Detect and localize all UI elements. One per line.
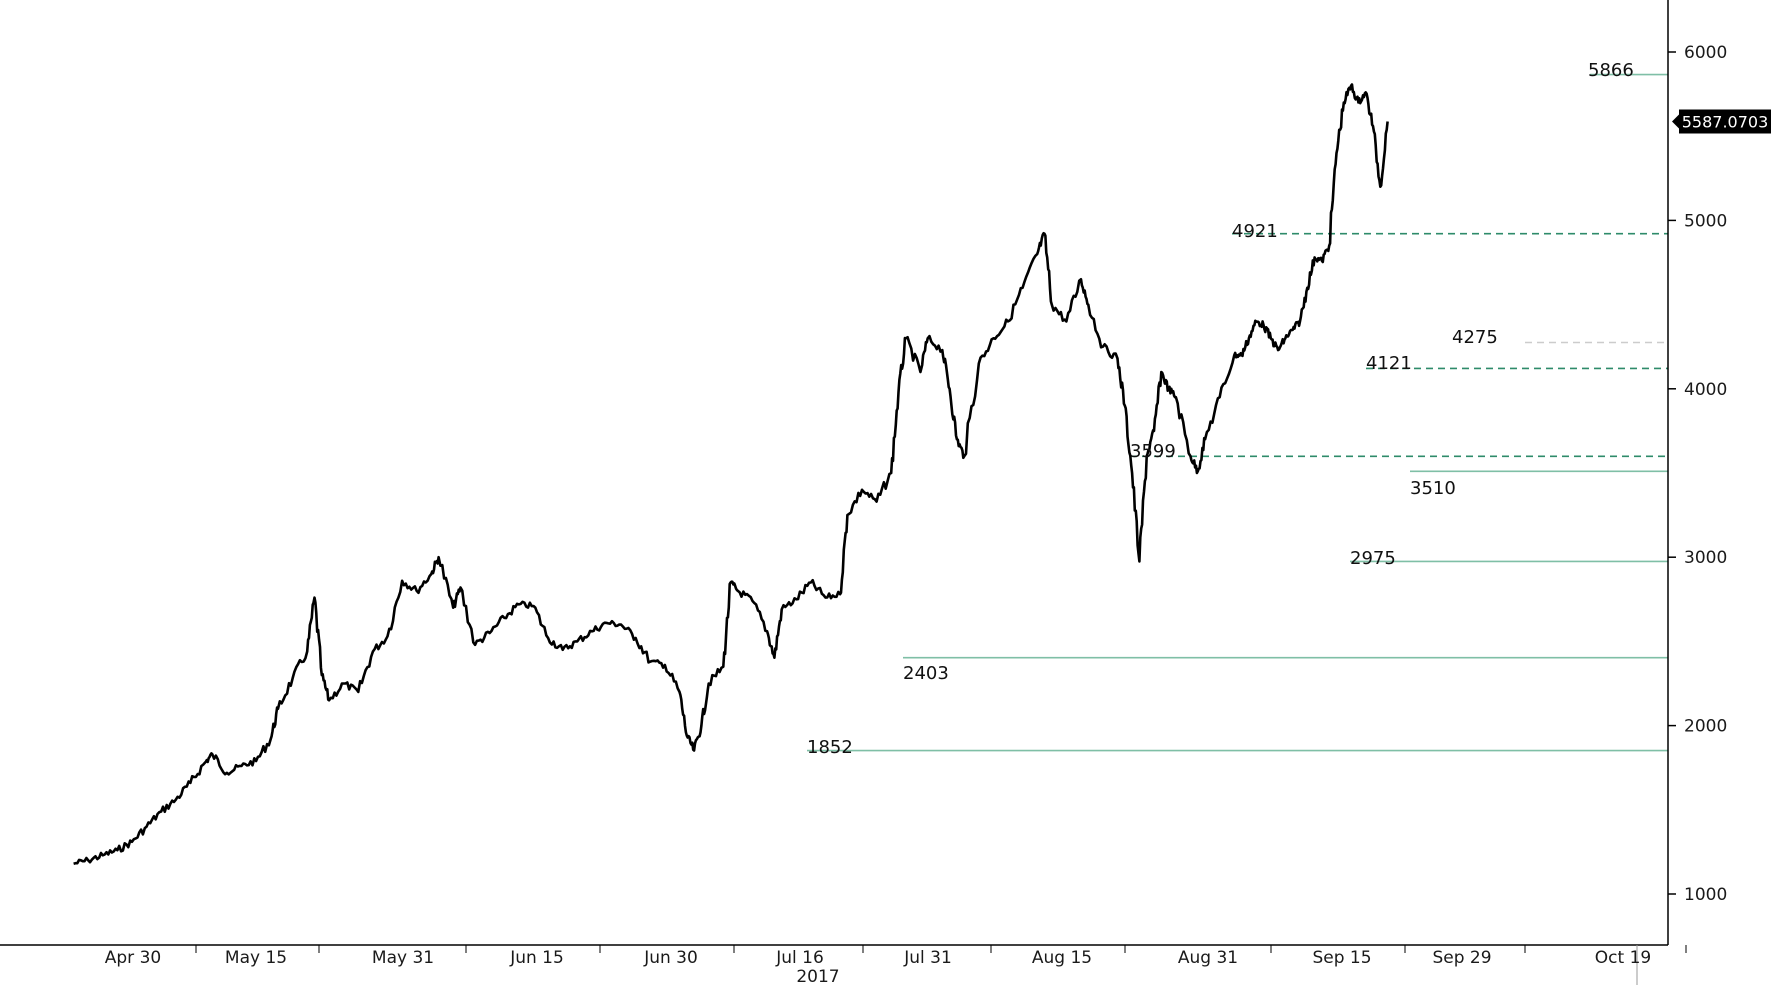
x-tick-label: Jun 15 [509, 948, 564, 968]
x-ticks: Apr 30 May 15 May 31 Jun 15 Jun 30 Jul 16 Jul … [105, 945, 1687, 968]
level-label-3510: 3510 [1410, 478, 1456, 499]
level-label-4121: 4121 [1366, 353, 1412, 374]
y-ticks: 1000 2000 3000 4000 5000 6000 [1668, 43, 1727, 905]
x-tick-label: Oct 19 [1595, 948, 1651, 968]
level-label-1852: 1852 [807, 737, 853, 758]
x-tick-label: Jul 31 [903, 948, 952, 968]
x-tick-label: Jun 30 [643, 948, 698, 968]
y-tick-label: 5000 [1684, 211, 1727, 231]
annotation-layer [807, 73, 1668, 752]
x-tick-label: Apr 30 [105, 948, 161, 968]
level-label-3599: 3599 [1130, 441, 1176, 462]
level-label-4921: 4921 [1232, 221, 1278, 242]
level-label-5866: 5866 [1588, 60, 1634, 81]
level-label-2975: 2975 [1350, 548, 1396, 569]
y-tick-label: 2000 [1684, 717, 1727, 737]
last-value-badge: 5587.0703 [1672, 109, 1771, 134]
y-tick-label: 6000 [1684, 43, 1727, 63]
level-label-4275: 4275 [1452, 327, 1498, 348]
price-series-line [73, 83, 1389, 865]
x-tick-label: Sep 29 [1432, 948, 1491, 968]
annotation-labels: 5866 4921 4275 4121 3599 3510 2975 2403 1852 [807, 60, 1634, 758]
level-label-2403: 2403 [903, 663, 949, 684]
series-layer [73, 83, 1389, 865]
y-tick-label: 3000 [1684, 548, 1727, 568]
x-tick-label: Sep 15 [1312, 948, 1371, 968]
y-tick-label: 1000 [1684, 885, 1727, 905]
last-value-pointer [1672, 113, 1680, 130]
year-label: 2017 [796, 967, 839, 987]
x-tick-label: Aug 31 [1178, 948, 1238, 968]
x-tick-label: Jul 16 [775, 948, 824, 968]
x-tick-label: May 31 [372, 948, 434, 968]
x-tick-label: Aug 15 [1032, 948, 1092, 968]
last-value-box [1679, 109, 1771, 134]
axis-layer [0, 0, 1669, 985]
last-value-label: 5587.0703 [1682, 113, 1769, 132]
y-tick-label: 4000 [1684, 380, 1727, 400]
x-tick-label: May 15 [225, 948, 287, 968]
